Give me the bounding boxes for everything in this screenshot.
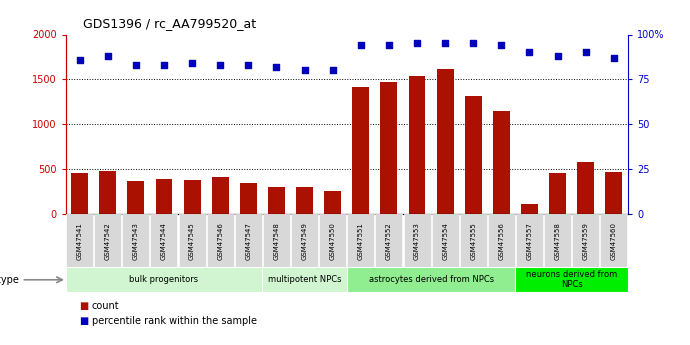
- Text: GSM47558: GSM47558: [555, 222, 560, 259]
- Text: GSM47543: GSM47543: [133, 222, 139, 259]
- Bar: [549, 173, 566, 214]
- Point: [524, 50, 535, 55]
- Bar: [380, 82, 397, 214]
- Point: [440, 41, 451, 46]
- Point: [186, 60, 197, 66]
- Point: [159, 62, 170, 68]
- Text: GSM47547: GSM47547: [246, 222, 251, 259]
- Text: GSM47544: GSM47544: [161, 222, 167, 259]
- Text: GSM47560: GSM47560: [611, 221, 617, 260]
- Text: GSM47542: GSM47542: [105, 222, 110, 259]
- Bar: [212, 177, 228, 214]
- Text: cell type: cell type: [0, 275, 19, 285]
- Point: [271, 64, 282, 70]
- Text: GSM47546: GSM47546: [217, 222, 223, 259]
- Text: GDS1396 / rc_AA799520_at: GDS1396 / rc_AA799520_at: [83, 17, 256, 30]
- Point: [496, 42, 507, 48]
- Point: [355, 42, 366, 48]
- Point: [102, 53, 113, 59]
- Bar: [353, 87, 369, 214]
- Bar: [605, 172, 622, 214]
- Text: ■: ■: [79, 301, 88, 311]
- Bar: [437, 69, 453, 214]
- Point: [130, 62, 141, 68]
- Text: GSM47549: GSM47549: [302, 222, 308, 259]
- Bar: [408, 76, 426, 214]
- Point: [74, 57, 85, 62]
- Point: [243, 62, 254, 68]
- Bar: [99, 171, 116, 214]
- Bar: [465, 96, 482, 214]
- Text: GSM47555: GSM47555: [471, 222, 476, 259]
- Text: ■: ■: [79, 316, 88, 325]
- Bar: [521, 204, 538, 214]
- Text: count: count: [92, 301, 119, 311]
- Point: [609, 55, 620, 61]
- Text: GSM47545: GSM47545: [189, 222, 195, 259]
- Bar: [493, 111, 510, 214]
- Point: [215, 62, 226, 68]
- Bar: [184, 180, 201, 214]
- Point: [411, 41, 422, 46]
- Point: [327, 68, 338, 73]
- Point: [580, 50, 591, 55]
- Text: GSM47553: GSM47553: [414, 222, 420, 259]
- Bar: [268, 187, 285, 214]
- Text: GSM47554: GSM47554: [442, 222, 448, 259]
- Point: [468, 41, 479, 46]
- Text: GSM47557: GSM47557: [526, 222, 533, 259]
- Bar: [240, 184, 257, 214]
- Text: GSM47541: GSM47541: [77, 222, 83, 259]
- Text: neurons derived from
NPCs: neurons derived from NPCs: [526, 270, 618, 289]
- Bar: [324, 191, 341, 214]
- Text: percentile rank within the sample: percentile rank within the sample: [92, 316, 257, 325]
- Bar: [155, 179, 172, 214]
- Bar: [578, 162, 594, 214]
- Bar: [71, 172, 88, 214]
- Text: GSM47551: GSM47551: [358, 222, 364, 259]
- Bar: [296, 187, 313, 214]
- Text: GSM47552: GSM47552: [386, 222, 392, 259]
- Text: multipotent NPCs: multipotent NPCs: [268, 275, 342, 284]
- Point: [384, 42, 395, 48]
- Text: bulk progenitors: bulk progenitors: [130, 275, 199, 284]
- Point: [552, 53, 563, 59]
- Text: GSM47556: GSM47556: [498, 222, 504, 259]
- Point: [299, 68, 310, 73]
- Text: GSM47550: GSM47550: [330, 222, 335, 259]
- Bar: [128, 181, 144, 214]
- Text: astrocytes derived from NPCs: astrocytes derived from NPCs: [368, 275, 493, 284]
- Text: GSM47559: GSM47559: [583, 222, 589, 259]
- Text: GSM47548: GSM47548: [273, 222, 279, 259]
